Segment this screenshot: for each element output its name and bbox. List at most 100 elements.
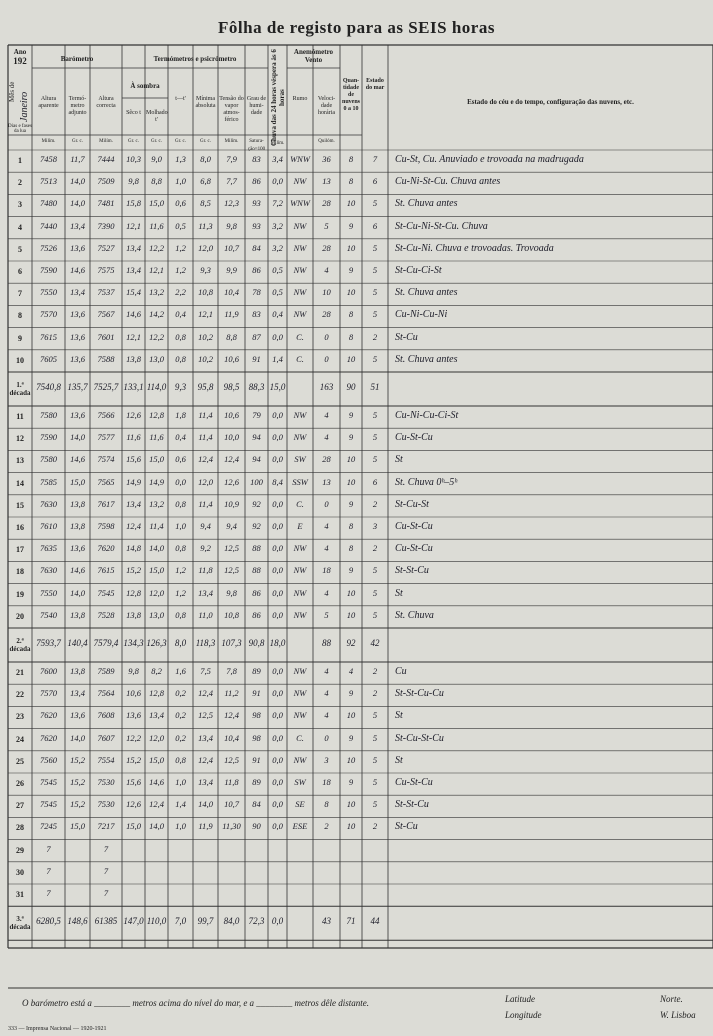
cell: 7566 (97, 410, 115, 420)
cell: NW (293, 543, 307, 554)
cell: 9,4 (226, 521, 237, 531)
cell: 7588 (97, 353, 115, 364)
cell: St-St-Cu-Cu (395, 688, 444, 700)
cell: 10,6 (224, 410, 239, 420)
cell: 9,3 (174, 382, 187, 392)
cell: 8,0 (174, 638, 187, 648)
cell: St-Cu-St (395, 498, 429, 510)
cell: 2 (372, 543, 378, 554)
cell: ESE (292, 821, 308, 832)
cell: St-Cu-Ci-St (395, 265, 442, 276)
cell: 12,4 (224, 710, 239, 721)
cell: 14,0 (70, 198, 85, 209)
cell: NW (293, 688, 307, 699)
cell: 84 (252, 242, 261, 253)
cell: 1,6 (175, 666, 186, 676)
cell: 7217 (97, 821, 115, 832)
column-header: Grau de humi-dade (246, 96, 267, 116)
cell: St-Cu (395, 331, 418, 343)
cell: 107,3 (221, 638, 242, 648)
cell: 88 (322, 638, 331, 648)
cell: 86 (252, 265, 261, 275)
cell: SW (294, 777, 306, 787)
cell: 15,0 (126, 821, 141, 832)
unit: Milím. (41, 139, 56, 144)
cell: 110,0 (146, 916, 167, 927)
cell: 7564 (97, 688, 115, 699)
cell: 10,2 (198, 331, 213, 342)
cell: 93 (252, 198, 261, 209)
cell: 8 (348, 543, 354, 554)
cell: 8 (324, 799, 329, 810)
cell: 7580 (40, 410, 57, 420)
row-label: 8 (18, 311, 22, 321)
cell: 0,2 (175, 732, 186, 743)
cell: 8 (348, 176, 354, 187)
cell: 7245 (40, 821, 57, 832)
cell: 0,2 (175, 710, 186, 721)
cell: NW (293, 242, 307, 253)
cell: 13,8 (70, 609, 85, 620)
cell: SE (295, 799, 305, 810)
cell: SSW (292, 476, 308, 487)
cell: 12,2 (149, 242, 164, 253)
cell: St-Cu (395, 821, 418, 833)
cell: 15,8 (126, 198, 141, 209)
cell: 14,6 (149, 777, 164, 787)
column-header: Altura correcta (96, 96, 116, 109)
cell: 10,3 (126, 154, 141, 164)
cell: 9,4 (200, 521, 211, 531)
cell: 9,8 (128, 666, 139, 676)
cell: NW (293, 220, 307, 231)
cell: 118,3 (195, 638, 216, 648)
cell: 11,30 (222, 821, 241, 832)
cell: 0,0 (272, 732, 283, 743)
cell: NW (293, 565, 307, 576)
cell: 4 (324, 543, 329, 554)
cell: 5 (324, 609, 329, 620)
cell: 13,6 (70, 710, 85, 721)
row-label: 26 (16, 779, 24, 788)
cell: 2 (372, 688, 378, 699)
cell: 7525,7 (93, 382, 119, 392)
cell: 7,9 (226, 154, 237, 164)
row-label: 6 (18, 267, 22, 276)
cell: 1,0 (175, 176, 186, 187)
cell: 18,0 (269, 638, 286, 648)
cell: 7620 (40, 710, 57, 721)
cell: 5 (372, 587, 378, 598)
cell: 5 (372, 710, 378, 721)
cell: 15,6 (126, 454, 141, 465)
cell: 14,0 (70, 176, 85, 187)
unit: Gr. c. (175, 139, 186, 144)
cell: NW (293, 587, 307, 598)
group-thermometers: Termómetros e psicrómetro (153, 55, 237, 63)
cell: 8 (348, 521, 354, 531)
cell: 13,6 (70, 242, 85, 253)
cell: 0 (324, 498, 329, 509)
cell: 1,0 (175, 521, 186, 531)
cell: 15,2 (70, 799, 85, 810)
column-header: Termó-metro adjunto (68, 96, 87, 116)
cell: 0,8 (175, 754, 186, 765)
cell: 7585 (40, 476, 57, 487)
cell: 7458 (40, 154, 57, 164)
cell: 0 (324, 353, 329, 364)
cell: 78 (252, 287, 261, 298)
group-anemometer: Anemómetro Vento (293, 48, 334, 64)
cell: 7540 (40, 609, 57, 620)
cell: 7630 (40, 565, 57, 576)
row-label: 20 (16, 611, 24, 621)
cell: 0,0 (272, 609, 283, 620)
cell: 18 (322, 777, 331, 787)
cell: 7 (103, 865, 109, 876)
cell: 15,6 (126, 777, 141, 787)
cell: St-St-Cu (395, 799, 429, 811)
cell: 0,0 (272, 454, 283, 465)
cell: 13,2 (149, 287, 164, 298)
cell: 7527 (97, 242, 115, 253)
cell: 2 (372, 498, 378, 509)
row-label: 28 (16, 823, 24, 833)
cell: 5 (372, 732, 378, 743)
cell: 7444 (97, 154, 115, 164)
